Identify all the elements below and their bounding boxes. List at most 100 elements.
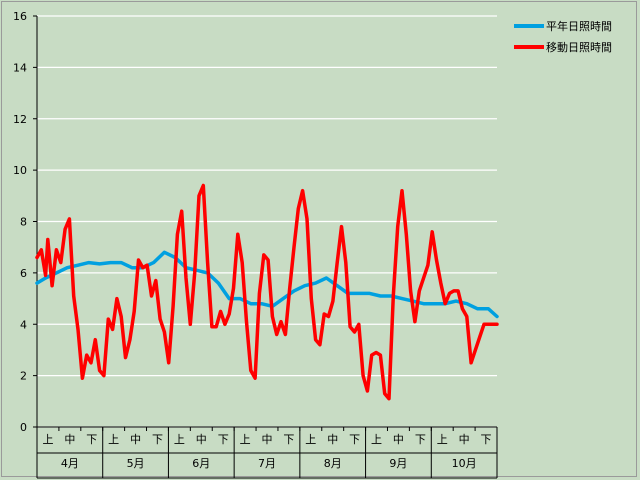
data-point [189, 323, 191, 325]
data-point [379, 295, 381, 297]
data-point [120, 316, 122, 318]
data-point [392, 295, 394, 297]
data-point [410, 290, 412, 292]
data-point [172, 305, 174, 307]
legend-label: 平年日照時間 [546, 19, 612, 33]
data-point [492, 323, 494, 325]
y-tick-label: 4 [20, 318, 27, 331]
data-point [159, 318, 161, 320]
data-point [423, 303, 425, 305]
data-point [423, 277, 425, 279]
data-point [487, 323, 489, 325]
data-point [258, 292, 260, 294]
data-point [131, 267, 133, 269]
data-point [81, 377, 83, 379]
data-point [390, 295, 392, 297]
data-point [88, 262, 90, 264]
normal-sunshine-line [35, 250, 499, 319]
legend-item: 移動日照時間 [514, 40, 612, 54]
data-point [194, 272, 196, 274]
data-point [310, 298, 312, 300]
data-point [302, 190, 304, 192]
data-point [358, 323, 360, 325]
data-point [45, 274, 47, 276]
data-point [51, 285, 53, 287]
data-point [414, 321, 416, 323]
period-label: 中 [327, 433, 338, 446]
data-point [379, 354, 381, 356]
data-point [176, 233, 178, 235]
data-point [304, 285, 306, 287]
data-point [233, 287, 235, 289]
period-label: 下 [481, 433, 492, 446]
data-point [276, 334, 278, 336]
data-point [358, 292, 360, 294]
data-point [315, 282, 317, 284]
data-point [47, 238, 49, 240]
data-point [332, 300, 334, 302]
data-point [397, 226, 399, 228]
data-point [453, 290, 455, 292]
data-point [306, 218, 308, 220]
data-point [401, 298, 403, 300]
data-point [112, 328, 114, 330]
data-point [94, 339, 96, 341]
data-point [293, 246, 295, 248]
data-point [150, 295, 152, 297]
data-point [315, 339, 317, 341]
data-point [168, 362, 170, 364]
data-point [263, 254, 265, 256]
data-point [215, 326, 217, 328]
y-tick-label: 6 [20, 267, 27, 280]
data-point [36, 282, 38, 284]
data-point [341, 226, 343, 228]
data-point [323, 313, 325, 315]
data-point [280, 321, 282, 323]
period-label: 下 [415, 433, 426, 446]
data-point [45, 277, 47, 279]
data-point [155, 280, 157, 282]
data-point [40, 249, 42, 251]
data-point [336, 285, 338, 287]
data-point [60, 262, 62, 264]
y-tick-label: 10 [13, 164, 27, 177]
data-point [271, 316, 273, 318]
data-point [217, 282, 219, 284]
legend-item: 平年日照時間 [514, 19, 612, 33]
data-point [185, 277, 187, 279]
data-point [245, 321, 247, 323]
data-point [284, 334, 286, 336]
series-lines [35, 183, 499, 401]
period-label: 上 [371, 433, 382, 446]
data-point [125, 357, 127, 359]
period-label: 中 [459, 433, 470, 446]
data-point [228, 313, 230, 315]
data-point [496, 323, 498, 325]
data-point [241, 262, 243, 264]
data-point [293, 290, 295, 292]
data-point [384, 393, 386, 395]
data-point [369, 292, 371, 294]
data-point [496, 316, 498, 318]
data-point [479, 336, 481, 338]
period-label: 中 [262, 433, 273, 446]
data-point [86, 354, 88, 356]
month-label: 9月 [389, 457, 407, 470]
data-point [345, 262, 347, 264]
month-label: 8月 [324, 457, 342, 470]
data-point [371, 354, 373, 356]
period-label: 上 [42, 433, 53, 446]
data-point [328, 316, 330, 318]
data-point [487, 308, 489, 310]
data-point [129, 339, 131, 341]
y-tick-label: 8 [20, 216, 27, 229]
data-point [224, 323, 226, 325]
data-point [448, 292, 450, 294]
data-point [375, 352, 377, 354]
data-point [120, 262, 122, 264]
data-point [99, 263, 101, 265]
data-point [325, 277, 327, 279]
month-label: 10月 [452, 457, 477, 470]
data-point [405, 233, 407, 235]
data-point [73, 295, 75, 297]
